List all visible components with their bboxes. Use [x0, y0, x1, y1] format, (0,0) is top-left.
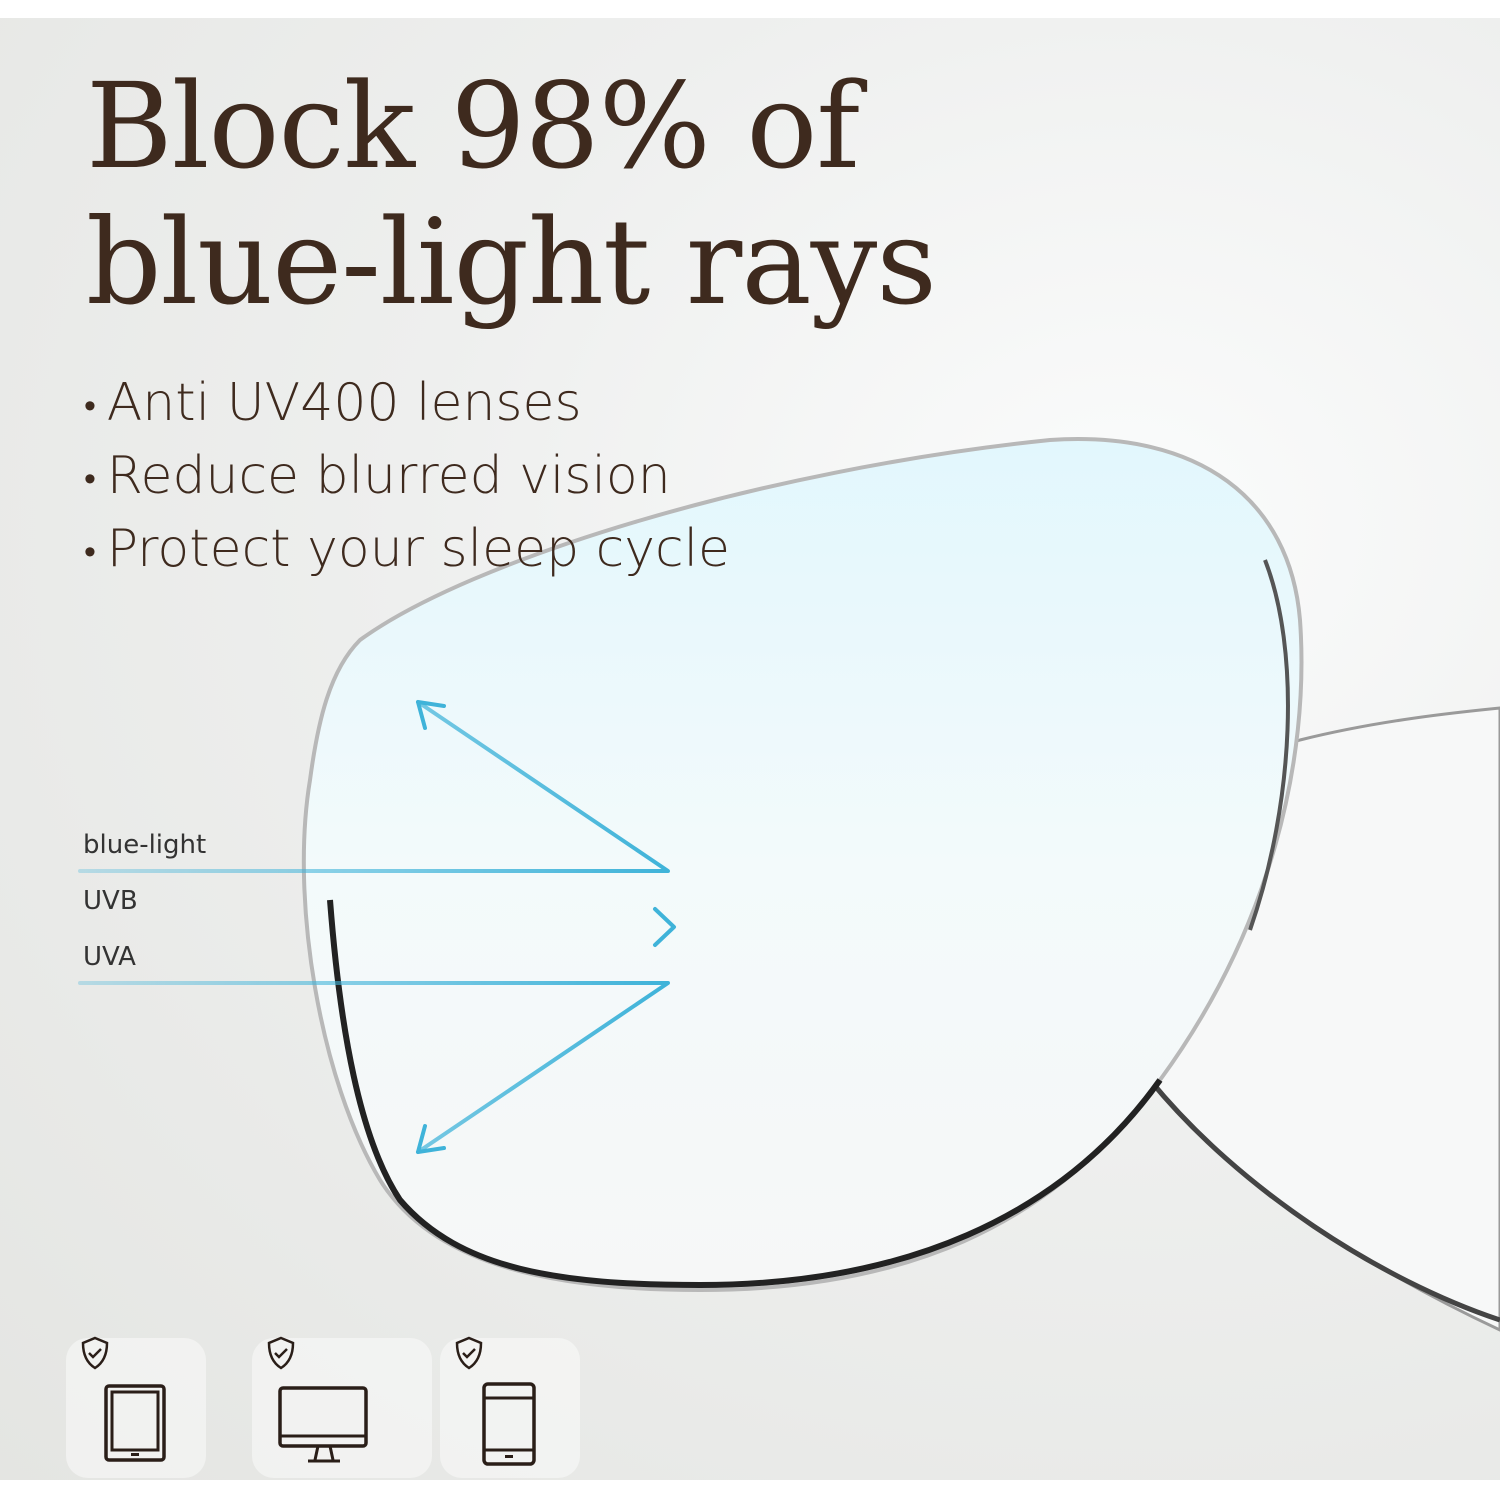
tablet-icon — [104, 1384, 166, 1462]
headline: Block 98% of blue-light rays — [86, 57, 937, 331]
ray-blue-light — [78, 700, 670, 873]
device-monitor — [252, 1336, 432, 1478]
ray-label-uva: UVA — [83, 942, 136, 972]
arrowhead-blue-light — [416, 700, 446, 730]
shield-check-icon — [455, 1336, 483, 1370]
ray-label-uvb: UVB — [83, 886, 138, 916]
feature-item: Anti UV400 lenses — [84, 368, 730, 441]
shield-check-icon — [81, 1336, 109, 1370]
headline-line-1: Block 98% of — [86, 57, 860, 195]
device-smartphone — [440, 1336, 580, 1478]
lens-illustration — [78, 437, 1500, 1332]
ray-uva — [78, 981, 670, 1154]
shield-check-icon — [267, 1336, 295, 1370]
feature-item: Reduce blurred vision — [84, 441, 730, 514]
arrowhead-uvb — [653, 907, 676, 947]
device-tablet — [66, 1336, 206, 1478]
headline-line-2: blue-light rays — [86, 193, 937, 331]
monitor-icon — [278, 1386, 368, 1463]
feature-item: Protect your sleep cycle — [84, 514, 730, 587]
smartphone-icon — [482, 1382, 536, 1466]
arrowhead-uva — [416, 1124, 446, 1154]
ray-label-blue-light: blue-light — [83, 830, 207, 860]
feature-list: Anti UV400 lenses Reduce blurred vision … — [84, 368, 730, 587]
